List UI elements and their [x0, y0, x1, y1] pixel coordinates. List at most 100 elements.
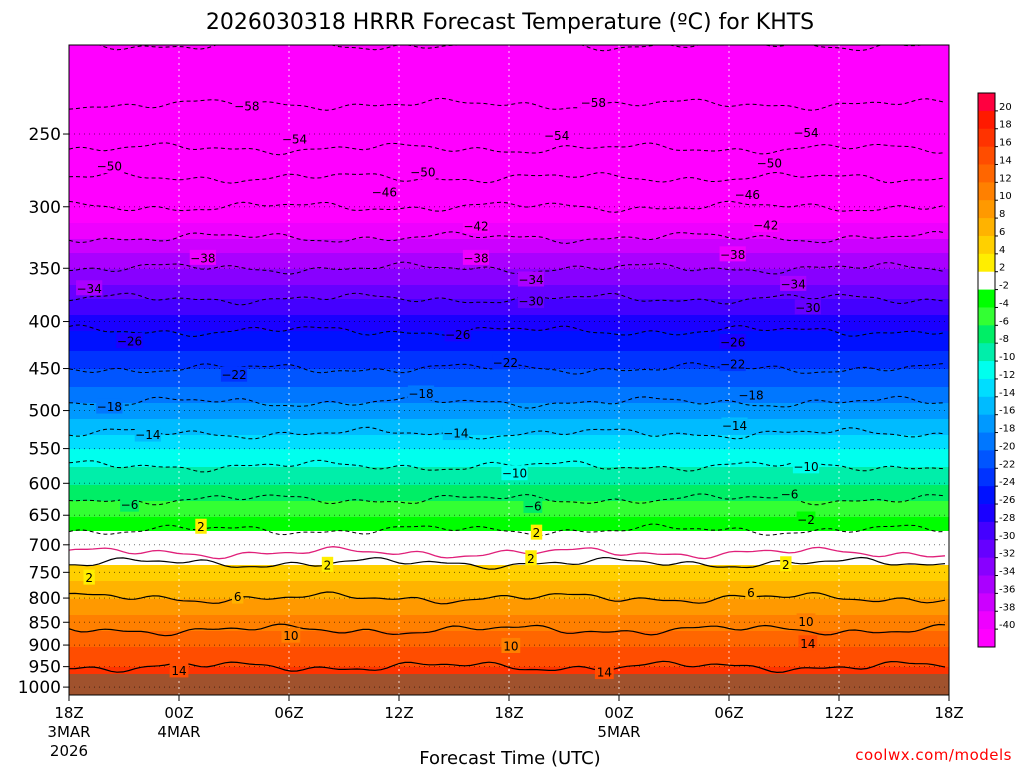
colorbar-label: -28	[999, 513, 1015, 524]
ground-below-surface	[69, 674, 949, 695]
contour-label-text: 14	[800, 637, 815, 651]
contour-label: 2	[780, 556, 792, 572]
contour-label: 14	[798, 635, 818, 651]
colorbar-swatch	[978, 450, 995, 469]
colorbar-frame	[977, 92, 996, 648]
contour-label: −18	[407, 385, 435, 401]
contour-label: 2	[321, 556, 334, 572]
contour-label: −50	[409, 164, 436, 180]
contour-label-text: −34	[77, 282, 102, 296]
source-credit-link[interactable]: coolwx.com/models	[855, 746, 1012, 764]
temperature-band	[69, 485, 949, 502]
contour-label-text: 2	[324, 558, 332, 572]
chart-title: 2026030318 HRRR Forecast Temperature (ºC…	[206, 10, 814, 35]
y-tick-label: 500	[29, 402, 61, 422]
contour-label-bg	[407, 385, 435, 401]
contour-label-text: −50	[97, 160, 122, 174]
temperature-band	[69, 419, 949, 436]
colorbar-label: -14	[999, 388, 1015, 399]
contour-label: −14	[134, 426, 161, 442]
contour-label: −26	[116, 333, 143, 349]
contour-label-text: −50	[410, 166, 435, 180]
contour-label-text: 14	[171, 664, 186, 678]
colorbar-label: -30	[999, 531, 1015, 542]
contour-label: −38	[719, 246, 746, 262]
contour-label-text: −46	[372, 185, 397, 199]
contour-label-bg	[737, 387, 765, 403]
colorbar-label: -18	[999, 424, 1015, 435]
contour-label-bg	[492, 354, 519, 370]
isotherm-line	[69, 556, 946, 570]
isotherm-line	[69, 171, 946, 184]
colorbar-label: 8	[999, 209, 1005, 220]
colorbar-label: -36	[999, 584, 1015, 595]
y-tick-label: 800	[29, 589, 61, 609]
contour-label-bg	[734, 186, 761, 202]
isotherm-line	[69, 261, 946, 275]
colorbar-label: 16	[999, 138, 1012, 149]
contour-label-bg	[409, 164, 436, 180]
contour-label-text: −6	[121, 498, 139, 512]
contour-label-text: 6	[234, 590, 242, 604]
contour-label: 10	[281, 627, 301, 643]
contour-label-bg	[442, 425, 469, 441]
contour-label-bg	[543, 127, 570, 143]
x-tick-date-label: 4MAR	[157, 723, 200, 741]
colorbar-label: -4	[999, 298, 1009, 309]
contour-label-bg	[780, 556, 792, 572]
contour-label-bg	[76, 280, 103, 296]
colorbar-label: 2	[999, 263, 1005, 274]
y-tick-label: 350	[29, 259, 61, 279]
contour-label: 14	[594, 664, 614, 680]
contour-label-text: −54	[282, 132, 307, 146]
contour-label: −42	[462, 218, 490, 234]
contour-label-bg	[745, 584, 757, 600]
colorbar-swatch	[978, 253, 995, 273]
isotherm-line	[69, 523, 946, 537]
contour-label-text: 2	[533, 526, 541, 540]
isotherm-line	[69, 97, 946, 111]
colorbar-label: -40	[999, 620, 1015, 631]
contour-label-bg	[796, 511, 816, 527]
contour-label: −50	[96, 158, 123, 174]
isotherm-line	[69, 459, 946, 473]
colorbar-swatch	[978, 361, 995, 380]
isotherm-line	[69, 292, 946, 306]
contour-label: −14	[442, 425, 469, 441]
contour-label-bg	[719, 356, 746, 372]
contour-label-text: −2	[797, 513, 815, 527]
contour-label-bg	[116, 333, 143, 349]
contour-label: 10	[796, 613, 816, 629]
contour-label-text: −14	[722, 419, 747, 433]
y-axis: 250 300 350 400 450 500 550 600 650 700 750 800 850 9…	[18, 125, 69, 698]
colorbar-swatch	[978, 182, 995, 201]
colorbar-label: -34	[999, 567, 1015, 578]
contour-label-bg	[530, 524, 543, 540]
colorbar-swatch	[978, 325, 995, 344]
contour-label: 2	[530, 524, 543, 540]
x-axis-label: Forecast Time (UTC)	[419, 748, 600, 768]
contour-label-text: −10	[793, 460, 818, 474]
contour-label-bg	[233, 97, 260, 113]
contour-label-text: −30	[795, 301, 820, 315]
contour-label-bg	[798, 635, 818, 651]
x-tick-label: 18Z	[54, 704, 83, 722]
contour-label: −10	[501, 465, 528, 481]
contour-label-text: 6	[747, 586, 755, 600]
y-tick-label: 750	[29, 563, 61, 583]
contour-label-bg	[96, 158, 123, 174]
contour-label: −22	[719, 356, 746, 372]
y-tick-label: 550	[29, 440, 61, 460]
contour-label: −34	[76, 280, 103, 296]
y-tick-label: 850	[29, 613, 61, 633]
y-tick-label: 300	[29, 198, 61, 218]
colorbar-swatch	[978, 271, 995, 290]
colorbar-swatch	[978, 218, 995, 237]
contour-label-bg	[794, 299, 821, 315]
colorbar-swatch	[978, 128, 995, 148]
colorbar-swatch	[978, 611, 995, 630]
x-tick-label: 18Z	[934, 704, 963, 722]
contour-label: 10	[501, 637, 521, 653]
contour-label: 2	[195, 518, 207, 534]
